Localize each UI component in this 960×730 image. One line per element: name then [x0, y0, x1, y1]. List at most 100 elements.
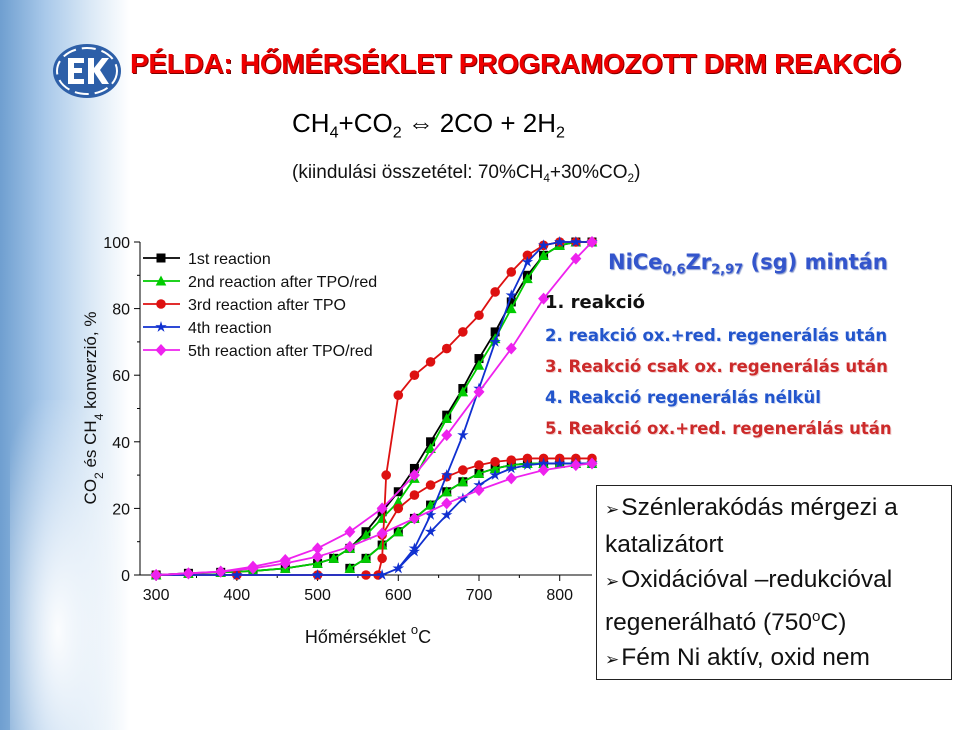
data-point: [474, 460, 484, 470]
data-point: [489, 469, 501, 480]
data-point: [312, 557, 323, 568]
data-point: [506, 267, 517, 277]
data-point: [392, 562, 404, 574]
sample-title: NiCe0,6Zr2,97 (sg) mintán: [608, 250, 888, 278]
equation-products: 2CO + 2H: [439, 108, 557, 138]
data-point: [490, 327, 500, 337]
finding-item: ➢Oxidációval –redukcióval regenerálható …: [605, 562, 943, 640]
data-point: [458, 327, 468, 337]
data-point: [424, 509, 437, 520]
data-point: [247, 562, 259, 575]
feed-prefix: (kiindulási összetétel: 70%CH: [292, 162, 544, 183]
data-point: [392, 496, 404, 507]
feed-composition: (kiindulási összetétel: 70%CH4+30%CO2): [292, 162, 640, 185]
data-point: [376, 502, 388, 515]
y-axis-label-sub4: 4: [92, 413, 106, 420]
slide-title: PÉLDA: HŐMÉRSÉKLET PROGRAMOZOTT DRM REAK…: [130, 48, 902, 79]
legend-marker: [155, 275, 167, 286]
x-axis-label-sup: o: [411, 622, 418, 637]
data-point: [506, 455, 517, 465]
data-point: [505, 303, 517, 314]
data-point: [537, 457, 550, 469]
data-point: [425, 480, 436, 490]
legend-label: 4th reaction: [188, 320, 272, 337]
y-axis-label-tail: konverzió, %: [81, 312, 100, 414]
findings-box: ➢Szénlerakódás mérgezi a katalizátort ➢O…: [596, 485, 952, 680]
data-point: [279, 557, 291, 570]
data-point: [506, 297, 516, 307]
legend-marker: [155, 344, 167, 356]
data-point: [505, 472, 517, 485]
series-line: [156, 241, 592, 576]
data-point: [441, 509, 453, 520]
data-point: [473, 467, 485, 478]
y-axis-label-sub2: 2: [92, 472, 106, 479]
data-point: [457, 386, 469, 397]
series-6-lower: [377, 453, 597, 540]
data-point: [392, 526, 404, 537]
equation-co2-sub: 2: [392, 123, 402, 142]
x-tick-label: 800: [546, 587, 573, 604]
y-tick-label: 40: [112, 435, 130, 452]
sample-title-tail: (sg) mintán: [743, 250, 888, 274]
data-point: [457, 492, 469, 504]
data-point: [344, 540, 356, 553]
data-point: [408, 512, 420, 525]
legend-label: 2nd reaction after TPO/red: [188, 274, 377, 291]
finding-text: Szénlerakódás mérgezi a katalizátort: [605, 494, 898, 558]
data-point: [458, 465, 468, 475]
data-point: [554, 457, 566, 469]
data-point: [538, 249, 549, 260]
series-line: [156, 241, 592, 576]
y-axis-label: CO2 és CH4 konverzió, %: [81, 312, 106, 505]
data-point: [538, 464, 550, 477]
data-point: [538, 292, 550, 305]
finding-text: Oxidációval –redukcióval regenerálható (…: [605, 566, 893, 637]
data-point: [473, 385, 485, 398]
arrow-bullet-icon: ➢: [605, 500, 620, 519]
series-line: [156, 241, 592, 576]
y-tick-label: 60: [112, 368, 130, 385]
data-point: [425, 357, 436, 367]
arrow-bullet-icon: ➢: [605, 572, 620, 591]
data-point: [505, 462, 517, 474]
data-point: [408, 545, 421, 557]
x-tick-label: 700: [466, 587, 493, 604]
data-point: [409, 463, 419, 473]
data-point: [570, 252, 582, 265]
legend-item: 4th reaction: [143, 320, 272, 337]
legend-marker: [156, 253, 166, 263]
data-point: [360, 552, 372, 563]
sample-title-sub1: 0,6: [662, 262, 686, 278]
finding-sup: o: [812, 608, 821, 625]
feed-sub-ch4: 4: [543, 172, 550, 186]
data-point: [150, 569, 162, 581]
series-10-lower: [150, 457, 598, 581]
data-point: [474, 354, 484, 364]
data-point: [408, 469, 420, 482]
data-point: [393, 503, 404, 514]
data-point: [441, 469, 453, 480]
data-point: [489, 462, 501, 473]
sample-title-main: NiCe: [608, 250, 663, 274]
data-point: [182, 567, 194, 580]
finding-item: ➢Szénlerakódás mérgezi a katalizátort: [605, 490, 943, 562]
data-point: [522, 273, 533, 284]
series-line: [156, 241, 593, 576]
data-point: [409, 490, 420, 500]
data-point: [424, 525, 437, 537]
note-reaction-1: 1. reakció: [545, 292, 646, 313]
data-point: [344, 525, 356, 538]
arrow-bullet-icon: ➢: [605, 650, 620, 670]
legend-label: 1st reaction: [188, 251, 271, 268]
note-reaction-2: 2. reakció ox.+red. regenerálás után: [545, 326, 888, 345]
data-point: [490, 287, 500, 297]
data-point: [473, 359, 485, 370]
data-point: [521, 459, 534, 470]
institute-logo: [53, 44, 121, 98]
data-point: [312, 542, 324, 555]
data-point: [473, 484, 485, 497]
y-tick-label: 80: [112, 302, 130, 319]
data-point: [522, 250, 533, 261]
x-tick-label: 300: [143, 587, 170, 604]
